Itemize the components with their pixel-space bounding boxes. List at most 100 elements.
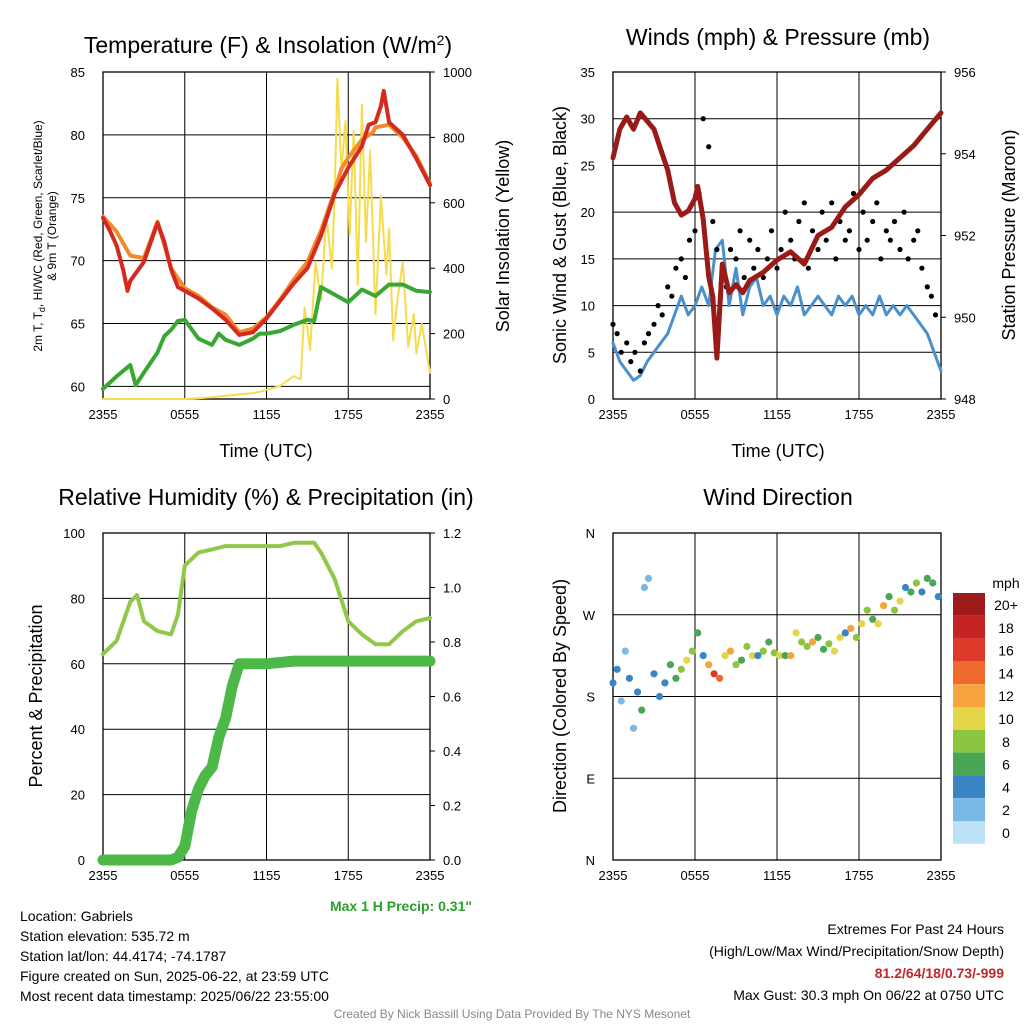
rh-y2tick-label: 1.2 bbox=[443, 526, 461, 541]
direction-point bbox=[781, 652, 789, 660]
dir-frame bbox=[612, 532, 942, 861]
legend-label: 8 bbox=[1002, 734, 1010, 750]
gust-point bbox=[801, 200, 807, 206]
legend-swatch bbox=[953, 615, 985, 639]
speed-legend: mph 20+ 18 16 14 12 10 8 6 4 2 0 bbox=[953, 575, 1020, 844]
rh-ytick-label: 80 bbox=[71, 591, 85, 606]
gust-point bbox=[924, 284, 930, 290]
gust-point bbox=[614, 331, 620, 337]
direction-point bbox=[847, 624, 855, 633]
gust-point bbox=[632, 349, 638, 355]
gust-point bbox=[714, 246, 720, 253]
gust-point bbox=[727, 246, 734, 253]
direction-point bbox=[743, 642, 751, 651]
temp-y2tick-label: 1000 bbox=[443, 65, 472, 80]
gust-point bbox=[651, 321, 657, 327]
direction-point bbox=[825, 640, 833, 648]
gust-point bbox=[768, 228, 775, 234]
legend-swatch bbox=[953, 661, 985, 685]
direction-point bbox=[650, 670, 658, 678]
gust-point bbox=[737, 228, 743, 234]
gust-point bbox=[842, 237, 848, 243]
direction-point bbox=[710, 670, 718, 678]
direction-point bbox=[688, 647, 696, 655]
direction-point bbox=[754, 652, 762, 660]
gust-point bbox=[905, 256, 911, 262]
direction-point bbox=[923, 574, 931, 583]
temp-plot-area: 2355 0555 1155 1755 2355 60 65 70 75 80 85 0 200 400 6… bbox=[71, 65, 472, 422]
gust-point bbox=[665, 284, 671, 290]
direction-point bbox=[732, 661, 740, 669]
gust-point bbox=[624, 340, 630, 346]
temp-ytick-label: 65 bbox=[71, 317, 85, 332]
credit-text: Created By Nick Bassill Using Data Provi… bbox=[333, 1007, 691, 1021]
wind-ylabel: Sonic Wind & Gust (Blue, Black) bbox=[550, 106, 570, 364]
wind-y2tick-label: 948 bbox=[954, 392, 976, 407]
extremes-block: Extremes For Past 24 Hours (High/Low/Max… bbox=[709, 918, 1004, 1006]
gust-point bbox=[788, 237, 794, 243]
wind-xtick-label: 2355 bbox=[927, 407, 956, 422]
wind-xtick-label: 2355 bbox=[599, 407, 628, 422]
legend-swatch bbox=[953, 684, 985, 707]
rh-ytick-label: 100 bbox=[63, 526, 85, 541]
direction-point bbox=[699, 652, 707, 660]
wind-title: Winds (mph) & Pressure (mb) bbox=[626, 24, 930, 50]
legend-label: 2 bbox=[1002, 802, 1010, 818]
dir-ylabel: Direction (Colored By Speed) bbox=[550, 579, 570, 813]
wind-ytick-label: 30 bbox=[581, 112, 595, 127]
direction-point bbox=[683, 656, 691, 664]
rh-xtick-label: 2355 bbox=[89, 868, 118, 883]
panel-winds: Winds (mph) & Pressure (mb) 2355 0555 1155… bbox=[550, 24, 1019, 461]
temp-ytick-label: 70 bbox=[71, 254, 85, 269]
gust-point bbox=[878, 256, 884, 262]
direction-point bbox=[896, 597, 904, 605]
legend-swatch bbox=[953, 775, 985, 799]
direction-point bbox=[830, 647, 839, 655]
legend-label: 4 bbox=[1002, 779, 1010, 795]
gust-point bbox=[741, 274, 747, 281]
gust-point bbox=[710, 218, 716, 225]
temp-xtick-label: 1155 bbox=[253, 407, 281, 422]
legend-swatch bbox=[953, 752, 985, 776]
direction-point bbox=[726, 647, 735, 655]
gust-point bbox=[628, 359, 634, 365]
temp-frame bbox=[102, 71, 431, 400]
temp-xlabel: Time (UTC) bbox=[219, 441, 312, 461]
gust-point bbox=[669, 293, 675, 299]
wind-ytick-label: 20 bbox=[581, 205, 595, 220]
dir-plot-area: 2355 0555 1155 1755 2355 N E S W N bbox=[583, 526, 956, 883]
wind-ytick-label: 5 bbox=[588, 345, 595, 360]
wind-frame bbox=[612, 71, 942, 400]
rh-y2tick-label: 0.8 bbox=[443, 635, 461, 650]
dir-ytick-label: S bbox=[586, 690, 595, 705]
legend-label: 0 bbox=[1002, 825, 1010, 841]
wind-xtick-label: 1755 bbox=[845, 407, 874, 422]
direction-point bbox=[787, 652, 795, 660]
direction-point bbox=[625, 674, 634, 682]
gust-point bbox=[641, 340, 648, 346]
direction-point bbox=[863, 606, 871, 614]
direction-point bbox=[770, 649, 778, 657]
rh-frame bbox=[102, 532, 431, 861]
gust-point bbox=[856, 246, 862, 253]
temp-ylabel-line1: 2m T, Td, HI/WC (Red, Green, Scarlet/Blu… bbox=[31, 120, 47, 351]
rh-y2tick-label: 0.4 bbox=[443, 744, 461, 759]
gust-point bbox=[932, 312, 939, 318]
direction-point bbox=[912, 579, 921, 587]
recent-text: Most recent data timestamp: 2025/06/22 2… bbox=[20, 988, 329, 1004]
gust-point bbox=[692, 228, 698, 234]
direction-point bbox=[655, 692, 664, 701]
location-text: Location: Gabriels bbox=[20, 908, 133, 924]
gust-point bbox=[686, 237, 693, 243]
direction-point bbox=[841, 629, 849, 637]
wind-ylabel-right: Station Pressure (Maroon) bbox=[999, 129, 1019, 340]
direction-point bbox=[677, 665, 685, 673]
gust-point bbox=[915, 228, 921, 234]
sonic-wind-line bbox=[611, 238, 943, 382]
panel-humidity: Relative Humidity (%) & Precipitation (i… bbox=[26, 484, 474, 914]
gust-point bbox=[782, 209, 788, 215]
legend-swatch bbox=[953, 593, 985, 616]
dir-title: Wind Direction bbox=[703, 484, 853, 510]
dir-ytick-label: N bbox=[586, 853, 595, 868]
